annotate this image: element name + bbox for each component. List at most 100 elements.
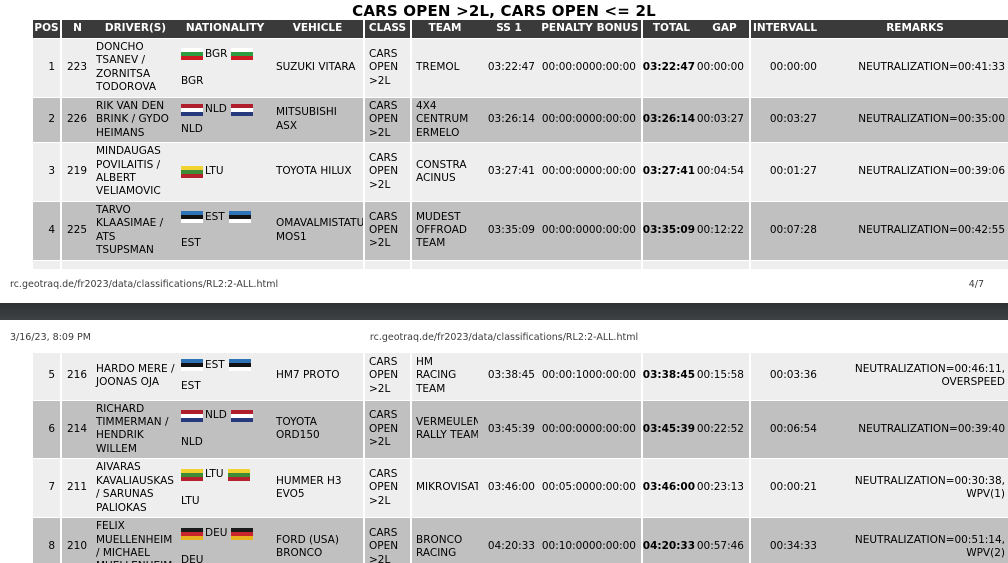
- gap-cell: 00:03:27: [697, 97, 749, 143]
- column-gap: [410, 97, 412, 143]
- table-row[interactable]: 6 214 RICHARD TIMMERMAN / HENDRIK WILLEM…: [33, 400, 1008, 459]
- flag-icon-nld: [181, 103, 203, 116]
- column-gap: [641, 518, 643, 563]
- table-row[interactable]: 2 226 RIK VAN DEN BRINK / GYDO HEIMANS N…: [33, 97, 1008, 143]
- flag-icon-bgr: [231, 48, 254, 61]
- flag-icon-est: [181, 211, 203, 224]
- ss1-cell: 03:35:09: [478, 201, 540, 260]
- table-row[interactable]: 1 223 DONCHO TSANEV / ZORNITSA TODOROVA …: [33, 39, 1008, 97]
- flag-icon-ltu: [181, 165, 203, 178]
- column-gap: [363, 39, 365, 97]
- total-cell: 03:46:00: [643, 459, 700, 518]
- column-gap: [749, 400, 751, 459]
- team-cell: HM RACING TEAM: [412, 352, 478, 400]
- car-number-cell: 214: [62, 400, 93, 459]
- column-gap: [60, 352, 62, 400]
- pos-cell: 2: [33, 97, 60, 143]
- class-cell: CARS OPEN >2L: [365, 352, 410, 400]
- total-cell: 03:27:41: [643, 143, 700, 201]
- flag-label: EST: [181, 380, 201, 393]
- column-gap: [363, 201, 365, 260]
- column-gap: [641, 20, 643, 38]
- total-cell: 03:26:14: [643, 97, 700, 143]
- penalty-cell: 00:00:00: [540, 143, 594, 201]
- team-cell: 4X4 CENTRUM ERMELO: [412, 97, 478, 143]
- flag-icon-nld: [230, 103, 253, 116]
- column-gap: [749, 97, 751, 143]
- penalty-cell: 00:00:10: [540, 352, 594, 400]
- column-gap: [410, 20, 412, 38]
- col-header-pos: POS: [33, 20, 60, 38]
- remarks-cell: NEUTRALIZATION=00:46:11, OVERSPEED: [822, 352, 1008, 400]
- nationality-cell: BGR BGR: [178, 39, 272, 97]
- nationality-cell: NLD NLD: [178, 400, 272, 459]
- column-gap: [641, 400, 643, 459]
- class-cell: CARS OPEN >2L: [365, 143, 410, 201]
- remarks-cell: NEUTRALIZATION=00:39:06: [822, 143, 1008, 201]
- remarks-cell: NEUTRALIZATION=00:30:38, WPV(1): [822, 459, 1008, 518]
- remarks-cell: NEUTRALIZATION=00:42:55: [822, 201, 1008, 260]
- column-gap: [363, 20, 365, 38]
- flag-icon-nld: [230, 410, 253, 422]
- nationality-cell: NLD NLD: [178, 97, 272, 143]
- flag-label: EST: [181, 237, 201, 250]
- page-title: CARS OPEN >2L, CARS OPEN <= 2L: [352, 2, 656, 20]
- nationality-cell: DEU DEU: [178, 518, 272, 563]
- column-gap: [749, 143, 751, 201]
- vehicle-cell: HM7 PROTO: [272, 352, 363, 400]
- table-row[interactable]: 8 210 FELIX MUELLENHEIM / MICHAEL MUELLE…: [33, 518, 1008, 563]
- col-header-class: CLASS: [365, 20, 410, 38]
- ss1-cell: 03:22:47: [478, 39, 540, 97]
- drivers-cell: FELIX MUELLENHEIM / MICHAEL MUELLENHEIM: [93, 518, 178, 563]
- flag-icon-bgr: [181, 48, 203, 61]
- table-row[interactable]: 5 216 HARDO MERE / JOONAS OJA EST EST HM7…: [33, 352, 1008, 400]
- pos-cell: 1: [33, 39, 60, 97]
- column-gap: [60, 518, 62, 563]
- column-gap: [749, 39, 751, 97]
- car-number-cell: 216: [62, 352, 93, 400]
- vehicle-cell: TOYOTA ORD150: [272, 400, 363, 459]
- pos-cell: 4: [33, 201, 60, 260]
- car-number-cell: 225: [62, 201, 93, 260]
- intervall-cell: 00:03:27: [751, 97, 822, 143]
- drivers-cell: DONCHO TSANEV / ZORNITSA TODOROVA: [93, 39, 178, 97]
- table-row[interactable]: 7 211 AIVARAS KAVALIAUSKAS / SARUNAS PAL…: [33, 459, 1008, 518]
- flag-icon-ltu: [227, 468, 250, 481]
- flag-label: BGR: [205, 47, 228, 60]
- column-gap: [363, 459, 365, 518]
- drivers-cell: RICHARD TIMMERMAN / HENDRIK WILLEM: [93, 400, 178, 459]
- print-header-url: rc.geotraq.de/fr2023/data/classification…: [369, 331, 639, 343]
- column-gap: [410, 400, 412, 459]
- table-row[interactable]: 3 219 MINDAUGAS POVILAITIS / ALBERT VELI…: [33, 143, 1008, 201]
- penalty-cell: 00:05:00: [540, 459, 594, 518]
- col-header-gap: GAP: [700, 20, 749, 38]
- flag-label: EST: [205, 358, 225, 371]
- nationality-cell: EST EST: [178, 352, 272, 400]
- bonus-cell: 00:00:00: [589, 518, 641, 563]
- table-body-page1: 1 223 DONCHO TSANEV / ZORNITSA TODOROVA …: [33, 39, 1008, 260]
- vehicle-cell: TOYOTA HILUX: [272, 143, 363, 201]
- nationality-cell: EST EST: [178, 201, 272, 260]
- drivers-cell: MINDAUGAS POVILAITIS / ALBERT VELIAMOVIC: [93, 143, 178, 201]
- total-cell: 03:45:39: [643, 400, 700, 459]
- intervall-cell: 00:00:00: [751, 39, 822, 97]
- ss1-cell: 03:46:00: [478, 459, 540, 518]
- footer-url: rc.geotraq.de/fr2023/data/classification…: [10, 278, 279, 290]
- team-cell: BRONCO RACING: [412, 518, 478, 563]
- remarks-cell: NEUTRALIZATION=00:41:33: [822, 39, 1008, 97]
- column-gap: [60, 39, 62, 97]
- class-cell: CARS OPEN >2L: [365, 39, 410, 97]
- flag-label: DEU: [181, 553, 204, 563]
- vehicle-cell: MITSUBISHI ASX: [272, 97, 363, 143]
- column-gap: [410, 143, 412, 201]
- intervall-cell: 00:00:21: [751, 459, 822, 518]
- print-date: 3/16/23, 8:09 PM: [10, 331, 91, 343]
- column-gap: [60, 97, 62, 143]
- vehicle-cell: HUMMER H3 EVO5: [272, 459, 363, 518]
- col-header-vehicle: VEHICLE: [272, 20, 363, 38]
- table-row[interactable]: 4 225 TARVO KLAASIMAE / ATS TSUPSMAN EST…: [33, 201, 1008, 260]
- total-cell: 03:38:45: [643, 352, 700, 400]
- results-table-page1: POS N DRIVER(S) NATIONALITY VEHICLE CLAS…: [33, 20, 1008, 269]
- column-gap: [749, 20, 751, 38]
- intervall-cell: 00:34:33: [751, 518, 822, 563]
